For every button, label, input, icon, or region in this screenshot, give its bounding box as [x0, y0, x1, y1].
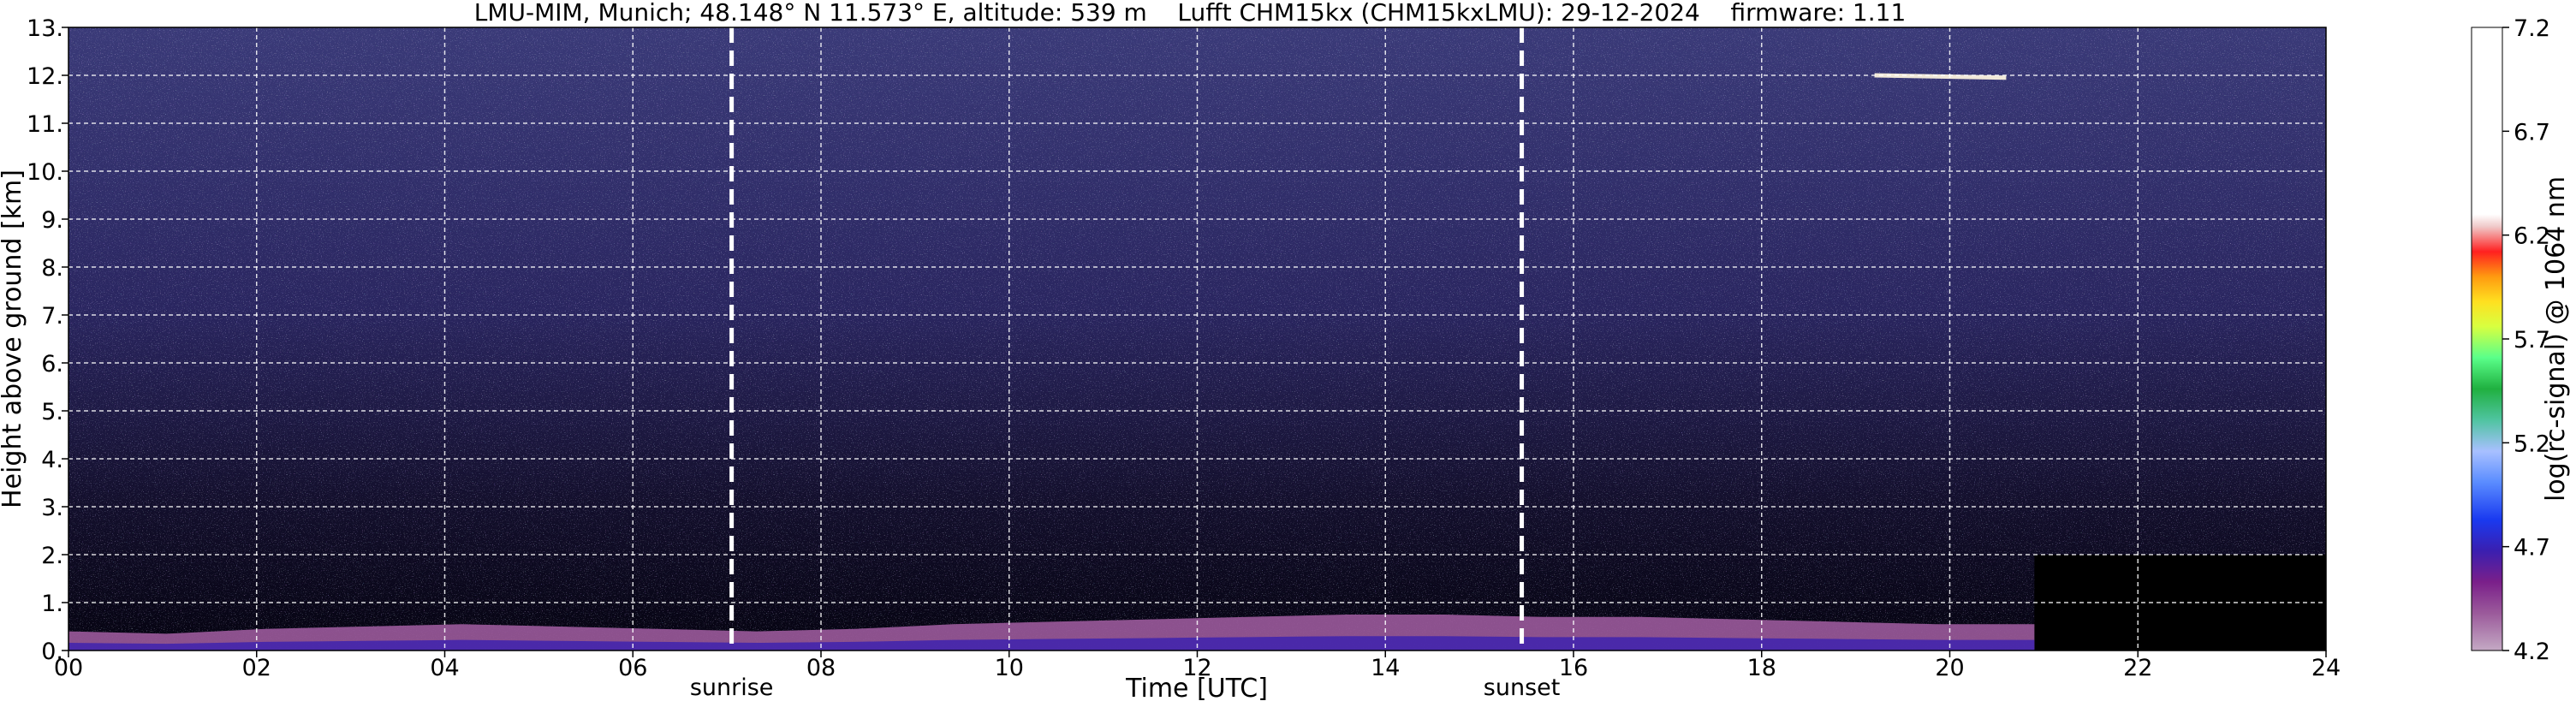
y-tick-label: 3. [41, 495, 63, 521]
colorbar-label: log(rc-signal) @ 1064 nm [2541, 176, 2571, 502]
x-tick-label: 20 [1935, 655, 1964, 681]
event-label-sunset: sunset [1484, 674, 1561, 701]
x-tick-label: 08 [806, 655, 836, 681]
y-tick-label: 5. [41, 399, 63, 425]
x-tick-label: 02 [242, 655, 271, 681]
colorbar-tick-label: 7.2 [2514, 15, 2550, 42]
y-tick-label: 9. [41, 207, 63, 234]
x-tick-label: 24 [2311, 655, 2341, 681]
x-tick-label: 18 [1747, 655, 1776, 681]
y-tick-label: 2. [41, 543, 63, 569]
y-tick-label: 11. [27, 111, 63, 138]
cirrus-cloud [1874, 73, 2007, 80]
y-tick-label: 7. [41, 303, 63, 330]
x-tick-label: 06 [618, 655, 647, 681]
y-tick-label: 8. [41, 255, 63, 282]
aerosol-core [68, 636, 2035, 651]
colorbar-tick-label: 5.2 [2514, 431, 2550, 457]
x-axis-ticks: 00 02 04 06 08 10 12 14 16 18 20 22 24 [54, 651, 2341, 681]
x-tick-label: 10 [995, 655, 1024, 681]
chart-title: LMU-MIM, Munich; 48.148° N 11.573° E, al… [474, 0, 1907, 27]
colorbar-scale [2471, 27, 2503, 651]
y-tick-label: 0. [41, 639, 63, 665]
colorbar-ticks: 4.2 4.7 5.2 5.7 6.2 6.7 7.2 [2502, 15, 2550, 665]
colorbar-tick-label: 6.2 [2514, 223, 2550, 250]
x-tick-label: 16 [1559, 655, 1588, 681]
x-tick-label: 04 [430, 655, 459, 681]
colorbar-tick-label: 4.7 [2514, 535, 2550, 561]
plot-area [68, 27, 2327, 651]
y-tick-label: 12. [27, 63, 63, 90]
y-tick-label: 13. [27, 15, 63, 42]
x-tick-label: 12 [1182, 655, 1211, 681]
y-tick-label: 6. [41, 351, 63, 377]
y-tick-label: 10. [27, 159, 63, 186]
y-axis-label: Height above ground [km] [0, 169, 27, 508]
colorbar: 4.2 4.7 5.2 5.7 6.2 6.7 7.2 log(rc-signal) @ 1… [2471, 15, 2571, 665]
grid-lines [68, 27, 2326, 651]
x-tick-label: 00 [54, 655, 83, 681]
event-lines [729, 27, 1525, 651]
y-tick-label: 4. [41, 447, 63, 473]
x-tick-label: 14 [1371, 655, 1400, 681]
y-tick-label: 1. [41, 591, 63, 617]
colorbar-tick-label: 4.2 [2514, 639, 2550, 665]
colorbar-tick-label: 6.7 [2514, 119, 2550, 146]
colorbar-tick-label: 5.7 [2514, 327, 2550, 354]
event-label-sunrise: sunrise [690, 674, 774, 701]
x-axis-label: Time [UTC] [1125, 674, 1268, 704]
x-tick-label: 22 [2123, 655, 2152, 681]
y-axis-ticks: 0. 1. 2. 3. 4. 5. 6. 7. 8. 9. 10. 11. 12. 13. [27, 15, 68, 665]
